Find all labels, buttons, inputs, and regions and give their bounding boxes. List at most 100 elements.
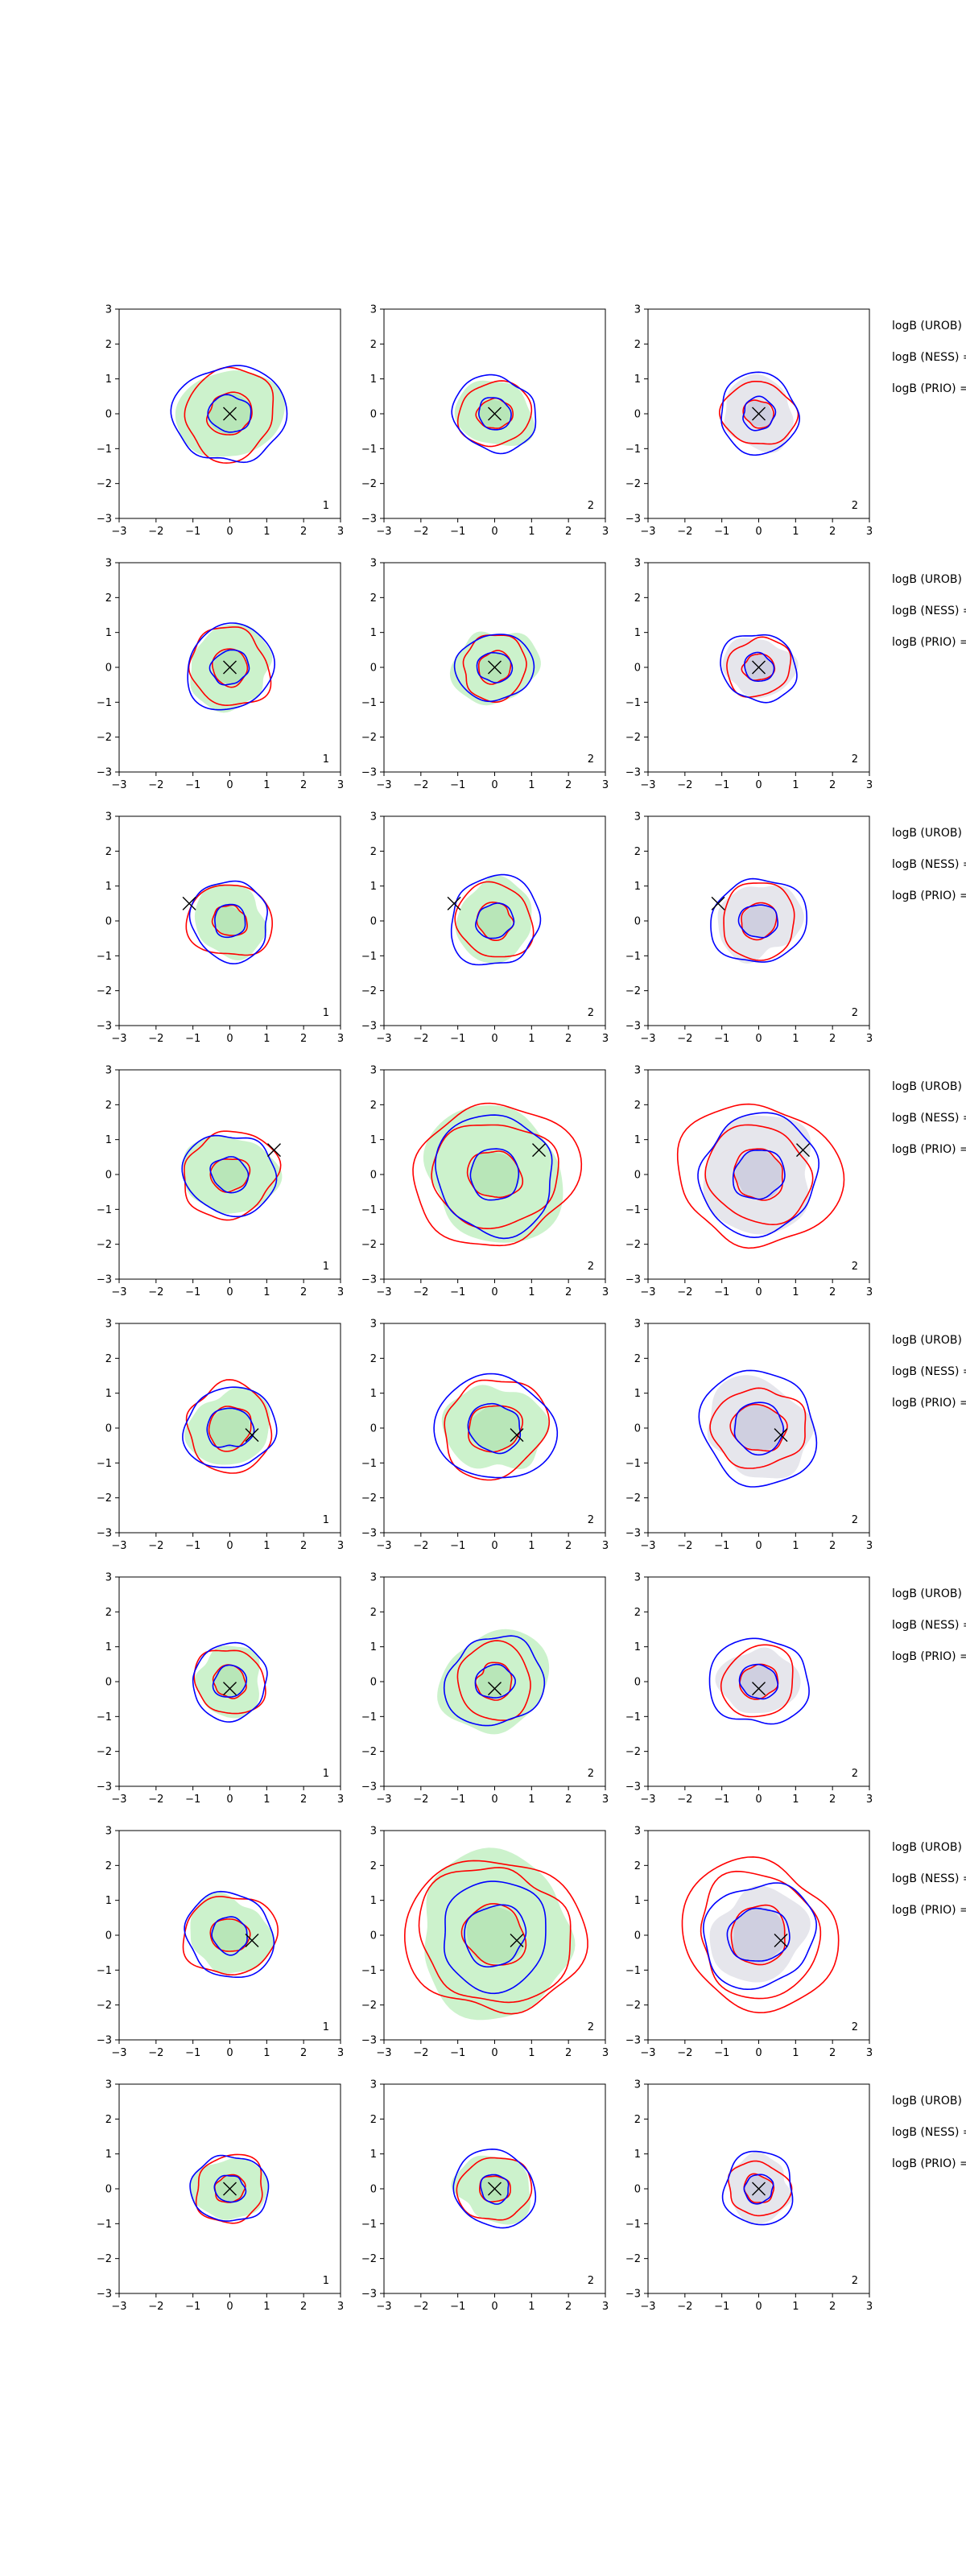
side-label-3: logB (PRIO) = bbox=[892, 1397, 966, 1410]
side-label-3: logB (PRIO) = bbox=[892, 382, 966, 395]
y-tick-label: 2 bbox=[370, 1100, 377, 1112]
side-labels-row-5: logB (UROB) = logB (NESS) = logB (PRIO) = bbox=[892, 1334, 966, 1410]
plot-area bbox=[676, 1103, 845, 1249]
y-tick-label: −2 bbox=[361, 2253, 377, 2265]
x-tick-label: 2 bbox=[829, 779, 836, 791]
density-core bbox=[469, 1151, 521, 1198]
blue-contour-1 bbox=[212, 1664, 248, 1698]
y-tick-label: 0 bbox=[370, 663, 377, 675]
x-tick-label: 2 bbox=[829, 1286, 836, 1298]
y-tick-label: −1 bbox=[625, 444, 641, 456]
y-tick-label: 2 bbox=[105, 1100, 112, 1112]
blue-contour-1 bbox=[480, 2174, 510, 2205]
subplot-r7-c1: −3−3 −2 −2 −1 −1 0 0 1 1 2 2 3 3 1 bbox=[97, 1826, 344, 2060]
y-tick-label: 2 bbox=[634, 1860, 641, 1872]
plot-area bbox=[403, 1847, 588, 2021]
y-tick-label: −3 bbox=[625, 1021, 641, 1033]
y-tick-label: −1 bbox=[97, 444, 112, 456]
blue-contour-1 bbox=[743, 2174, 774, 2205]
y-tick-label: −1 bbox=[361, 1204, 377, 1216]
x-tick-label: 3 bbox=[866, 1033, 873, 1045]
subplot-r5-c3: −3−3 −2 −2 −1 −1 0 0 1 1 2 2 3 3 2 bbox=[625, 1319, 873, 1553]
x-tick-label: −2 bbox=[413, 779, 428, 791]
side-label-2: logB (NESS) = bbox=[892, 1365, 966, 1378]
x-tick-label: 3 bbox=[337, 779, 344, 791]
y-tick-label: 3 bbox=[634, 2079, 641, 2091]
y-tick-label: −2 bbox=[361, 732, 377, 744]
plot-area bbox=[412, 1102, 583, 1247]
blue-contour-1 bbox=[213, 2174, 247, 2203]
x-tick-label: 1 bbox=[263, 1286, 270, 1298]
x-tick-label: 1 bbox=[792, 1286, 799, 1298]
x-tick-label: −3 bbox=[640, 1540, 655, 1552]
x-tick-label: −3 bbox=[376, 1540, 391, 1552]
y-tick-label: 2 bbox=[634, 2114, 641, 2126]
y-tick-label: 3 bbox=[105, 1065, 112, 1077]
side-label-1: logB (UROB) = bbox=[892, 827, 966, 840]
side-label-1: logB (UROB) = bbox=[892, 1587, 966, 1600]
blue-contour-1 bbox=[477, 397, 512, 431]
x-tick-label: −2 bbox=[677, 2301, 692, 2313]
x-tick-label: −1 bbox=[450, 2301, 465, 2313]
y-tick-label: 3 bbox=[370, 1572, 377, 1584]
corner-label: 2 bbox=[588, 2275, 594, 2287]
x-tick-label: 2 bbox=[300, 2301, 307, 2313]
x-tick-label: 2 bbox=[829, 2301, 836, 2313]
y-tick-label: 2 bbox=[105, 846, 112, 858]
plot-area bbox=[185, 880, 274, 965]
red-contour-3 bbox=[676, 1103, 845, 1249]
blue-contour-2 bbox=[710, 877, 808, 963]
red-contour-1 bbox=[479, 2175, 511, 2202]
x-tick-label: 3 bbox=[602, 1540, 609, 1552]
x-tick-label: 2 bbox=[829, 1794, 836, 1806]
corner-label: 1 bbox=[323, 753, 329, 766]
x-tick-label: 3 bbox=[337, 526, 344, 538]
y-tick-label: 0 bbox=[370, 1677, 377, 1689]
y-tick-label: 1 bbox=[370, 1388, 377, 1400]
y-tick-label: 0 bbox=[634, 663, 641, 675]
blue-contour-2 bbox=[187, 622, 276, 711]
y-tick-label: 1 bbox=[370, 1134, 377, 1146]
x-tick-label: 1 bbox=[263, 1540, 270, 1552]
x-tick-label: 0 bbox=[755, 779, 762, 791]
x-tick-label: 1 bbox=[263, 1794, 270, 1806]
density-core bbox=[208, 1407, 250, 1449]
x-tick-label: −2 bbox=[148, 1033, 163, 1045]
y-tick-label: 3 bbox=[634, 811, 641, 824]
subplot-r4-c1: −3−3 −2 −2 −1 −1 0 0 1 1 2 2 3 3 1 bbox=[97, 1065, 344, 1299]
y-tick-label: 3 bbox=[370, 1826, 377, 1838]
blue-contour-1 bbox=[214, 903, 246, 939]
x-tick-label: 1 bbox=[792, 1033, 799, 1045]
y-tick-label: 1 bbox=[105, 627, 112, 639]
y-tick-label: 0 bbox=[105, 1423, 112, 1435]
corner-label: 2 bbox=[852, 2275, 858, 2287]
y-tick-label: 1 bbox=[634, 374, 641, 386]
x-tick-label: 0 bbox=[491, 1033, 497, 1045]
x-tick-label: 0 bbox=[755, 2047, 762, 2059]
subplot-r5-c1: −3−3 −2 −2 −1 −1 0 0 1 1 2 2 3 3 1 bbox=[97, 1319, 344, 1553]
plot-area bbox=[450, 873, 542, 966]
y-tick-label: 3 bbox=[105, 304, 112, 316]
x-tick-label: −1 bbox=[450, 526, 465, 538]
y-tick-label: 2 bbox=[634, 1353, 641, 1365]
x-marker bbox=[796, 1143, 810, 1158]
x-tick-label: 1 bbox=[263, 1033, 270, 1045]
y-tick-label: 3 bbox=[370, 304, 377, 316]
blue-contour-2 bbox=[453, 634, 535, 703]
blue-contour-1 bbox=[726, 1907, 791, 1962]
y-tick-label: 2 bbox=[634, 339, 641, 351]
y-tick-label: −2 bbox=[97, 732, 112, 744]
x-tick-label: 2 bbox=[829, 1540, 836, 1552]
blue-contour-2 bbox=[698, 1369, 818, 1488]
side-label-2: logB (NESS) = bbox=[892, 1619, 966, 1632]
x-tick-label: −1 bbox=[185, 2047, 200, 2059]
y-tick-label: −1 bbox=[97, 2219, 112, 2231]
x-tick-label: 2 bbox=[300, 1286, 307, 1298]
y-tick-label: 2 bbox=[105, 1860, 112, 1872]
blue-contour-1 bbox=[469, 1148, 520, 1201]
x-tick-label: 1 bbox=[792, 1794, 799, 1806]
blue-contour-2 bbox=[189, 2154, 270, 2222]
blue-contour-2 bbox=[720, 371, 801, 456]
x-tick-label: 2 bbox=[300, 779, 307, 791]
